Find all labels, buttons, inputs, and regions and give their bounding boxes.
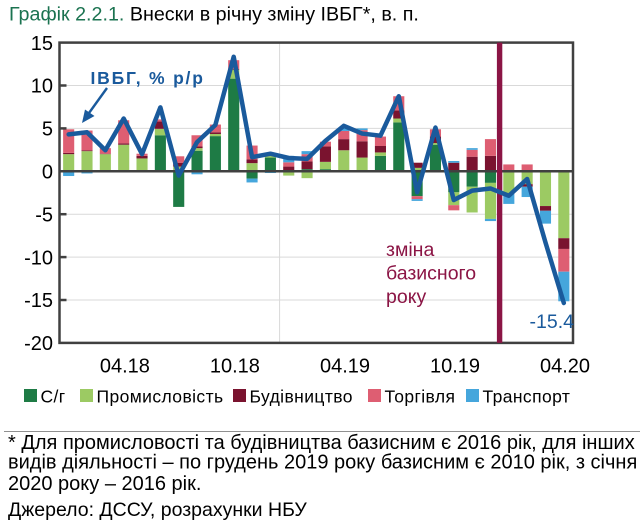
svg-text:видів діяльності – по грудень: видів діяльності – по грудень 2019 року … <box>8 451 637 473</box>
svg-text:04.19: 04.19 <box>320 356 370 378</box>
svg-text:С/г: С/г <box>41 387 66 407</box>
svg-text:зміна: зміна <box>386 239 434 261</box>
svg-text:2020 року – 2016 рік.: 2020 року – 2016 рік. <box>8 473 201 495</box>
svg-text:10: 10 <box>31 76 53 98</box>
svg-text:базисного: базисного <box>386 263 476 285</box>
svg-text:Торгівля: Торгівля <box>385 387 456 407</box>
svg-text:0: 0 <box>42 162 53 184</box>
svg-text:ІВБГ, % р/р: ІВБГ, % р/р <box>91 68 205 88</box>
svg-text:04.20: 04.20 <box>540 356 590 378</box>
svg-text:-5: -5 <box>35 204 53 226</box>
svg-text:Графік 2.2.1. Внески в річну з: Графік 2.2.1. Внески в річну зміну ІВБГ*… <box>9 3 419 25</box>
svg-text:-15: -15 <box>24 290 53 312</box>
svg-text:* Для промисловості та будівни: * Для промисловості та будівництва базис… <box>8 432 635 454</box>
svg-text:10.18: 10.18 <box>210 356 260 378</box>
svg-text:-20: -20 <box>24 333 53 355</box>
svg-text:року: року <box>386 286 426 308</box>
svg-text:10.19: 10.19 <box>430 356 480 378</box>
svg-text:04.18: 04.18 <box>100 356 150 378</box>
svg-text:Будівництво: Будівництво <box>250 387 353 407</box>
svg-text:-10: -10 <box>24 247 53 269</box>
svg-text:Промисловість: Промисловість <box>97 387 224 407</box>
svg-text:15: 15 <box>31 33 53 55</box>
svg-text:-15.4: -15.4 <box>530 311 575 333</box>
svg-text:Транспорт: Транспорт <box>483 387 571 407</box>
svg-text:5: 5 <box>42 119 53 141</box>
svg-text:Джерело: ДССУ, розрахунки НБУ: Джерело: ДССУ, розрахунки НБУ <box>8 499 307 521</box>
